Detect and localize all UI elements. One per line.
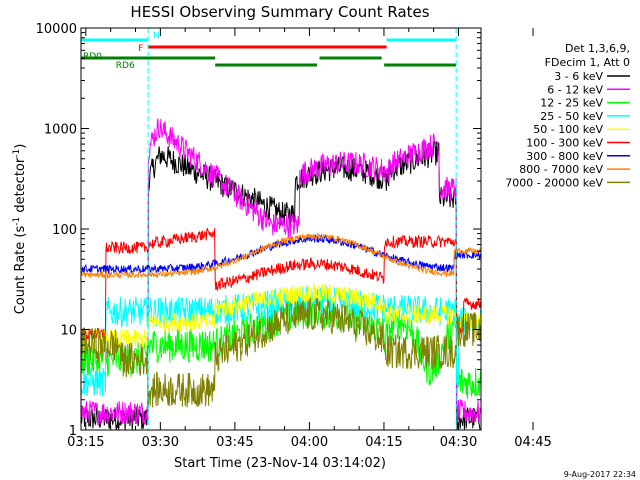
- legend: Det 1,3,6,9, FDecim 1, Att 0 3 - 6 keV6 …: [505, 42, 630, 189]
- footer-date: 9-Aug-2017 22:34: [564, 470, 636, 479]
- legend-entry: 7000 - 20000 keV: [505, 176, 603, 189]
- x-tick-label: 04:00: [291, 435, 328, 450]
- y-label-mid: detector: [13, 157, 28, 217]
- x-tick-label: 04:30: [440, 435, 477, 450]
- flag-label: N: [153, 31, 160, 41]
- legend-entry: 100 - 300 keV: [526, 137, 603, 150]
- legend-header-2: FDecim 1, Att 0: [545, 56, 630, 69]
- x-tick-label: 03:45: [216, 435, 253, 450]
- legend-entry: 300 - 800 keV: [526, 150, 603, 163]
- y-tick-label: 100: [52, 223, 77, 238]
- y-tick-label: 10: [60, 324, 77, 339]
- legend-entry: 3 - 6 keV: [554, 70, 603, 83]
- series-line-2: [81, 118, 481, 426]
- series-layer: [81, 118, 481, 430]
- x-tick-label: 04:45: [514, 435, 551, 450]
- legend-entry: 50 - 100 keV: [533, 123, 603, 136]
- saa-dashed-lines: [147, 28, 457, 430]
- flag-bars: NF RD0 RD6: [81, 31, 457, 71]
- legend-entry: 6 - 12 keV: [547, 83, 603, 96]
- legend-entry: 12 - 25 keV: [540, 97, 603, 110]
- flag-label: RD6: [116, 61, 135, 71]
- axes: 03:15 03:30 03:45 04:00 04:15 04:30 04:45 1 10 10…: [36, 22, 552, 450]
- y-label-end: ): [13, 144, 28, 149]
- y-label-sup2: -1: [12, 149, 22, 158]
- y-axis-label: Count Rate (s-1 detector-1): [12, 144, 28, 315]
- y-label-main: Count Rate (s: [13, 226, 28, 315]
- flag-label: F: [138, 44, 143, 54]
- series-line-1: [81, 140, 481, 430]
- y-tick-label: 1000: [44, 123, 77, 138]
- y-label-sup1: -1: [12, 217, 22, 226]
- y-tick-label: 1: [69, 424, 77, 439]
- legend-header-1: Det 1,3,6,9,: [565, 42, 630, 55]
- x-axis-label: Start Time (23-Nov-14 03:14:02): [174, 456, 386, 471]
- legend-entry: 25 - 50 keV: [540, 110, 603, 123]
- flag-label: RD0: [83, 52, 102, 62]
- x-tick-label: 03:30: [142, 435, 179, 450]
- legend-entry: 800 - 7000 keV: [519, 163, 603, 176]
- chart-title: HESSI Observing Summary Count Rates: [130, 3, 429, 21]
- x-tick-label: 03:15: [67, 435, 104, 450]
- x-tick-label: 04:15: [365, 435, 402, 450]
- y-tick-label: 10000: [36, 22, 77, 37]
